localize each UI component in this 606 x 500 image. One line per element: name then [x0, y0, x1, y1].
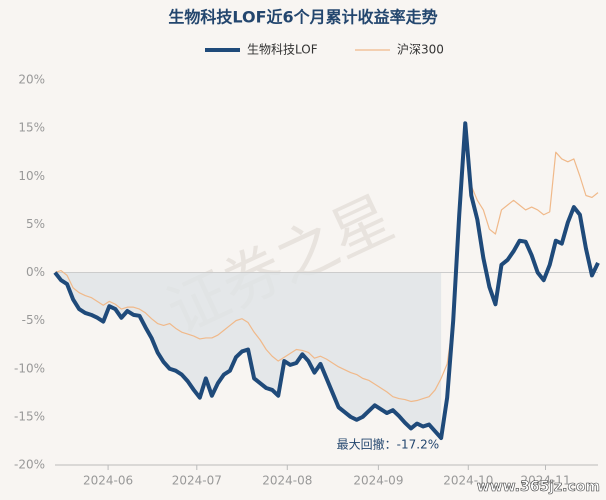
y-tick-label: 5%	[26, 217, 45, 231]
watermark: www.365jz.com	[477, 479, 600, 495]
x-tick-label: 2024-08	[262, 474, 312, 488]
y-tick-label: 10%	[18, 169, 45, 183]
y-tick-label: 20%	[18, 73, 45, 87]
series-line	[54, 137, 599, 403]
y-tick-label: 15%	[18, 121, 45, 135]
legend-label: 生物科技LOF	[247, 43, 318, 57]
y-tick-label: -5%	[22, 313, 45, 327]
y-tick-label: -10%	[14, 361, 45, 375]
x-tick-label: 2024-06	[83, 474, 133, 488]
chart-title: 生物科技LOF近6个月累计收益率走势	[168, 8, 437, 27]
x-tick-label: 2024-11	[520, 474, 570, 488]
series-line	[53, 121, 600, 441]
y-tick-label: -15%	[14, 409, 45, 423]
y-tick-label: -20%	[14, 458, 45, 472]
annotation: 最大回撤：-17.2%	[337, 437, 439, 452]
x-tick-label: 2024-10	[443, 474, 493, 488]
x-tick-label: 2024-09	[353, 474, 403, 488]
legend-label: 沪深300	[397, 43, 444, 57]
y-tick-label: 0%	[26, 265, 45, 279]
x-tick-label: 2024-07	[172, 474, 222, 488]
drawdown-area	[55, 272, 442, 439]
